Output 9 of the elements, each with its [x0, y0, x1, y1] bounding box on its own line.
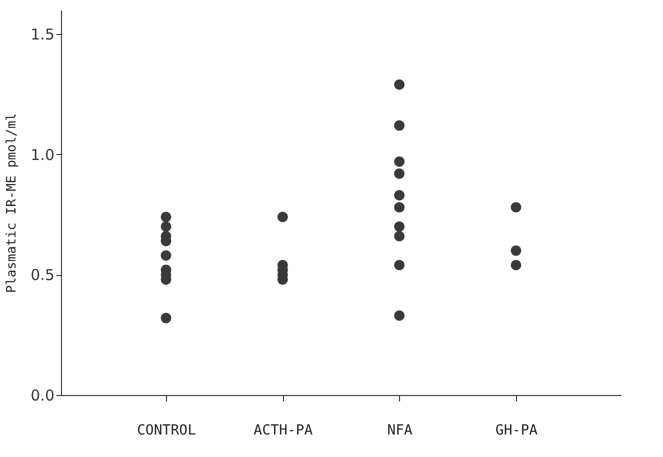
x-tick-label: NFA	[387, 422, 414, 438]
x-tick-label: CONTROL	[136, 422, 196, 438]
x-tick-label: ACTH-PA	[254, 422, 314, 438]
x-tick-label: GH-PA	[495, 422, 538, 438]
y-axis-title: Plasmatic IR-ME pmol/ml	[4, 112, 20, 294]
y-tick-label: 1.5	[30, 26, 54, 44]
y-tick-label: 1.0	[30, 146, 54, 164]
y-tick-label: 0.0	[30, 386, 54, 404]
y-tick-label: 0.5	[30, 266, 54, 284]
